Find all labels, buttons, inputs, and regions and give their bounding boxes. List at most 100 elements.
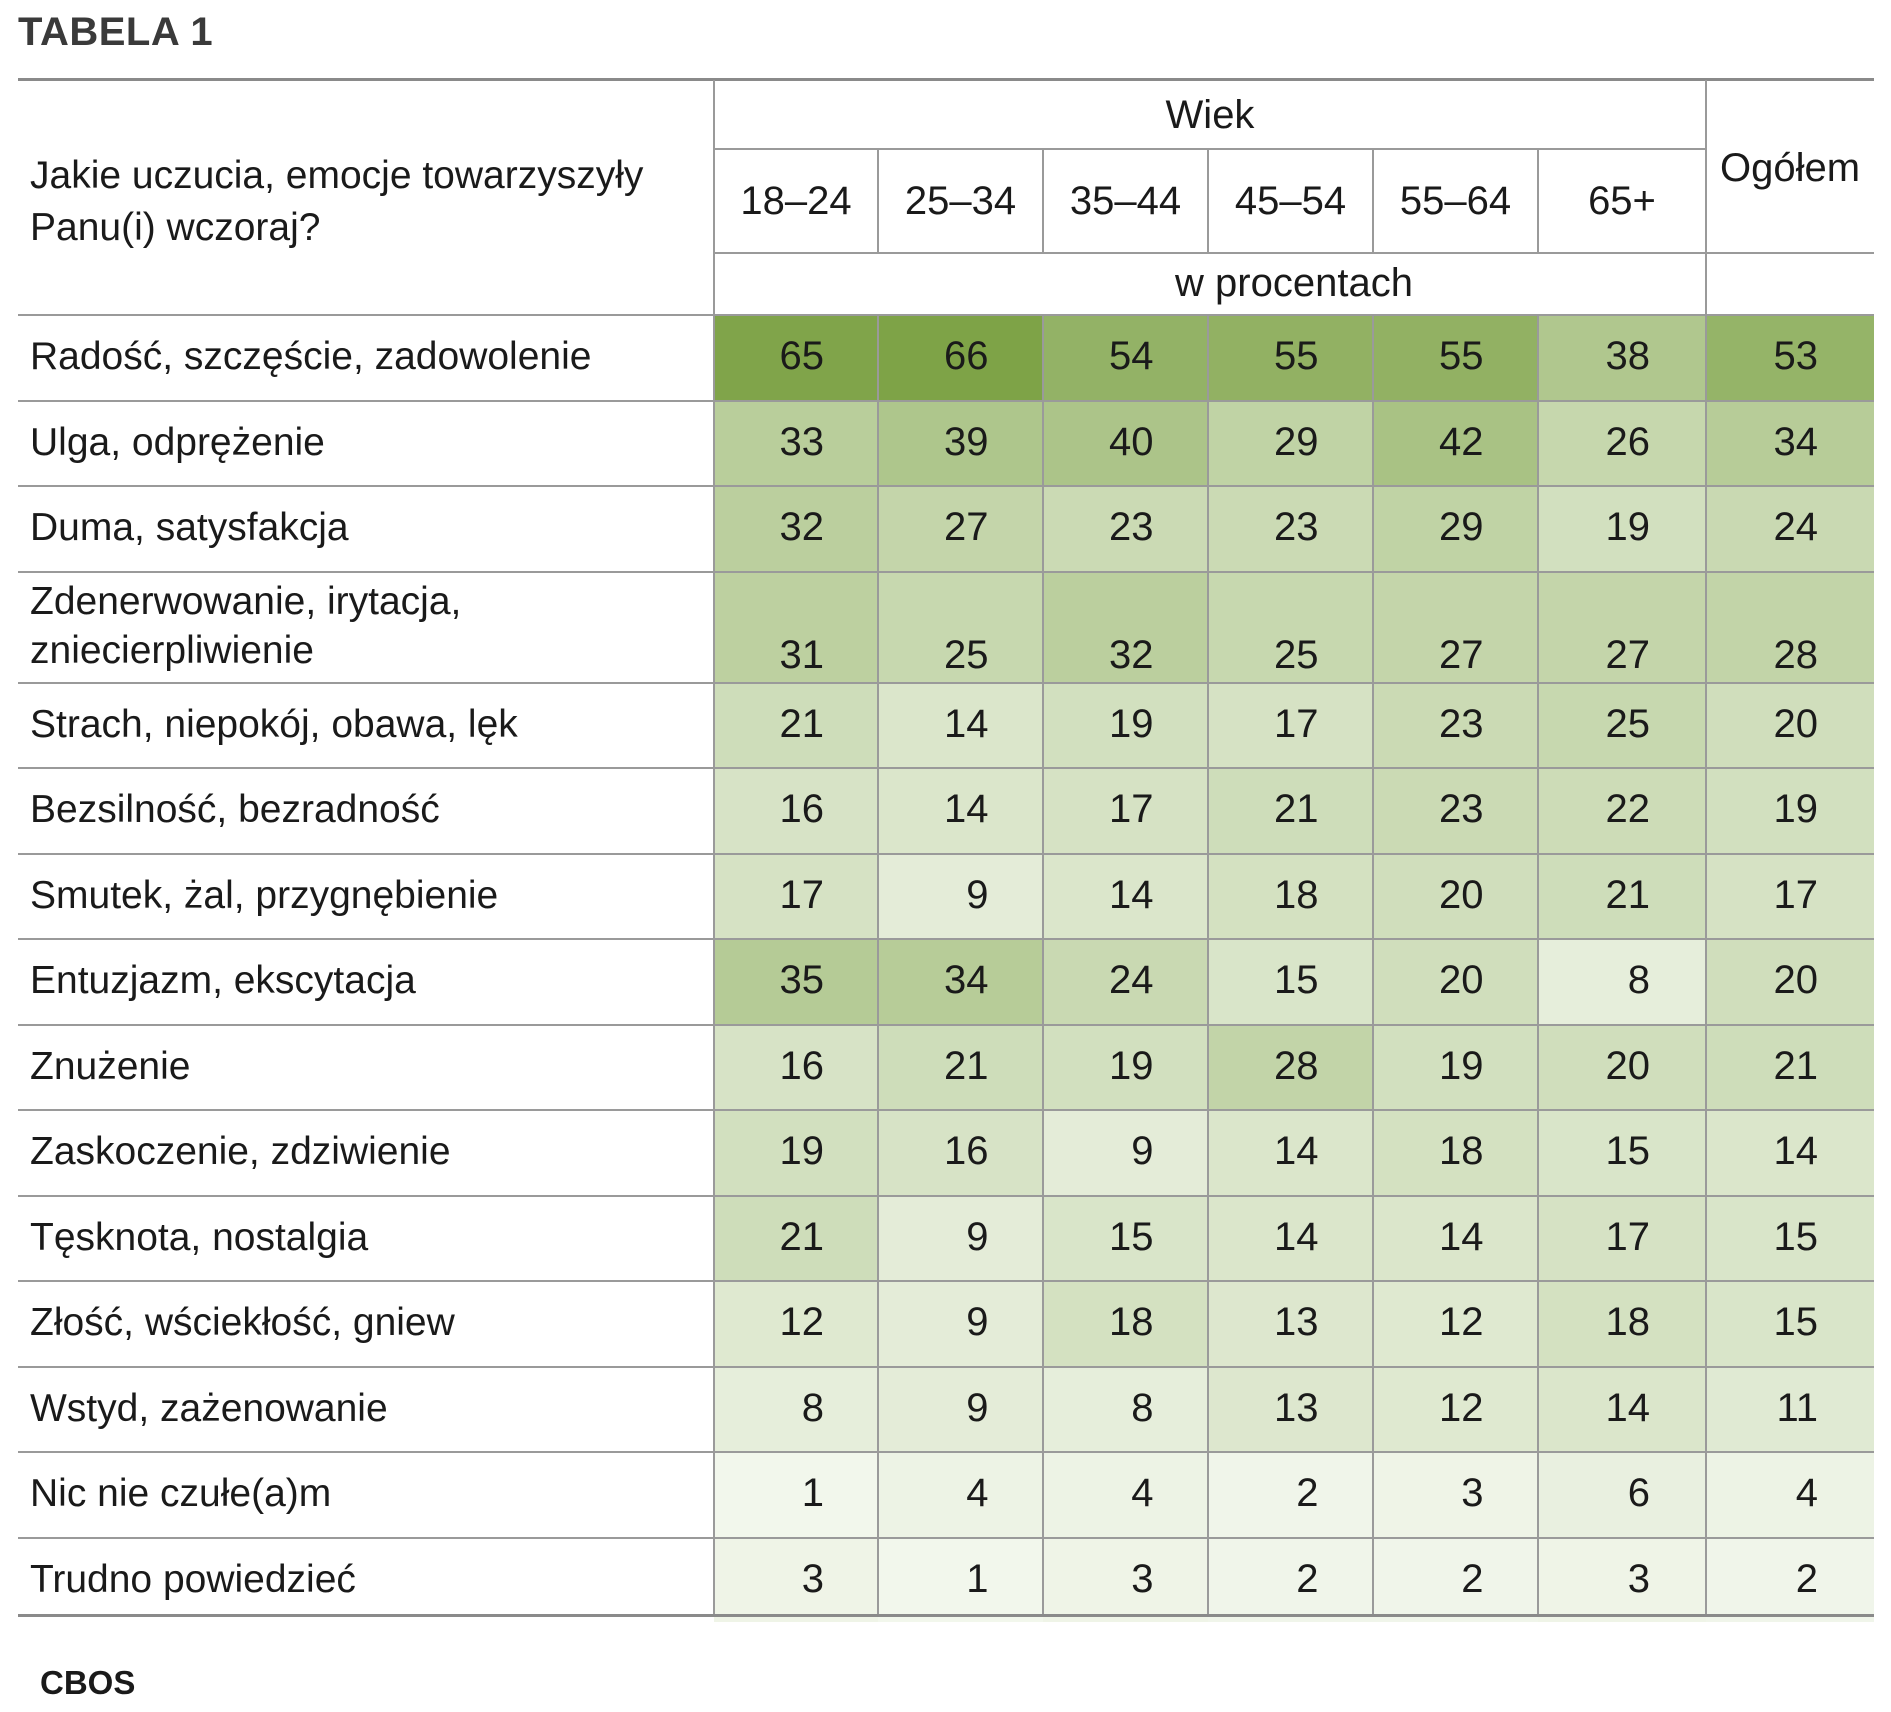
value-cell: 3 — [714, 1536, 878, 1622]
value-cell: 66 — [878, 314, 1043, 400]
value-cell: 14 — [1043, 852, 1208, 938]
age-group-header: Wiek — [1165, 92, 1255, 137]
age-group-label: 45–54 — [1234, 178, 1347, 223]
value-cell: 15 — [1208, 938, 1373, 1024]
value-cell: 4 — [878, 1451, 1043, 1537]
value-number: 29 — [1439, 505, 1484, 550]
value-number: 16 — [944, 1129, 989, 1174]
value-cell: 20 — [1373, 852, 1538, 938]
value-number: 9 — [966, 1385, 989, 1430]
row-label: Zdenerwowanie, irytacja, zniecierpliwien… — [30, 580, 462, 672]
value-cell: 27 — [878, 485, 1043, 571]
value-number: 13 — [1274, 1385, 1319, 1430]
value-cell: 21 — [878, 1023, 1043, 1109]
value-number: 20 — [1439, 958, 1484, 1003]
value-cell: 54 — [1043, 314, 1208, 400]
value-cell: 4 — [1706, 1451, 1874, 1537]
source-label: CBOS — [40, 1664, 136, 1701]
value-cell: 9 — [878, 1194, 1043, 1280]
value-cell: 2 — [1706, 1536, 1874, 1622]
value-cell: 22 — [1538, 767, 1706, 853]
value-cell: 17 — [1043, 767, 1208, 853]
grid-hline — [18, 767, 1874, 769]
age-group-label: 55–64 — [1399, 178, 1512, 223]
value-number: 39 — [944, 419, 989, 464]
value-cell: 16 — [878, 1109, 1043, 1195]
value-cell: 27 — [1373, 570, 1538, 682]
value-cell: 40 — [1043, 399, 1208, 485]
value-number: 31 — [779, 632, 825, 677]
value-number: 1 — [801, 1471, 824, 1516]
grid-vline — [1207, 314, 1209, 1615]
value-cell: 4 — [1043, 1451, 1208, 1537]
value-number: 2 — [1461, 1556, 1484, 1601]
value-number: 21 — [779, 1214, 825, 1259]
value-cell: 21 — [714, 681, 878, 767]
value-number: 14 — [1773, 1129, 1819, 1174]
top-rule — [18, 78, 1874, 81]
row-label: Tęsknota, nostalgia — [30, 1215, 369, 1259]
value-cell: 3 — [1043, 1536, 1208, 1622]
value-number: 40 — [1109, 419, 1154, 464]
value-number: 27 — [944, 505, 989, 550]
value-number: 17 — [1274, 701, 1319, 746]
value-number: 20 — [1439, 872, 1484, 917]
value-number: 23 — [1439, 787, 1484, 832]
value-cell: 3 — [1538, 1536, 1706, 1622]
value-cell: 24 — [1043, 938, 1208, 1024]
value-cell: 8 — [714, 1365, 878, 1451]
value-cell: 29 — [1373, 485, 1538, 571]
row-label: Entuzjazm, ekscytacja — [30, 959, 416, 1003]
value-cell: 19 — [1706, 767, 1874, 853]
value-cell: 19 — [1043, 1023, 1208, 1109]
value-cell: 32 — [1043, 570, 1208, 682]
value-cell: 34 — [1706, 399, 1874, 485]
grid-vline — [1537, 148, 1539, 252]
value-number: 25 — [944, 632, 989, 677]
value-number: 25 — [1274, 632, 1319, 677]
value-cell: 65 — [714, 314, 878, 400]
value-cell: 12 — [1373, 1280, 1538, 1366]
age-group-label: 65+ — [1588, 178, 1656, 223]
row-label: Radość, szczęście, zadowolenie — [30, 335, 592, 379]
value-number: 19 — [1605, 505, 1651, 550]
value-number: 3 — [1627, 1556, 1650, 1601]
value-cell: 1 — [714, 1451, 878, 1537]
value-number: 19 — [1439, 1043, 1484, 1088]
value-cell: 25 — [878, 570, 1043, 682]
value-cell: 27 — [1538, 570, 1706, 682]
grid-vline — [1537, 314, 1539, 1615]
value-number: 9 — [1131, 1129, 1154, 1174]
value-cell: 18 — [1538, 1280, 1706, 1366]
grid-vline — [713, 80, 715, 1615]
value-cell: 42 — [1373, 399, 1538, 485]
grid-hline — [18, 1451, 1874, 1453]
value-number: 15 — [1109, 1214, 1154, 1259]
value-cell: 39 — [878, 399, 1043, 485]
value-number: 18 — [1605, 1300, 1651, 1345]
value-number: 8 — [1627, 958, 1650, 1003]
value-cell: 17 — [1706, 852, 1874, 938]
value-number: 26 — [1605, 419, 1651, 464]
value-number: 2 — [1296, 1471, 1319, 1516]
value-cell: 8 — [1538, 938, 1706, 1024]
value-cell: 8 — [1043, 1365, 1208, 1451]
value-cell: 14 — [1706, 1109, 1874, 1195]
grid-vline — [1372, 148, 1374, 252]
value-cell: 11 — [1706, 1365, 1874, 1451]
value-number: 29 — [1274, 419, 1319, 464]
total-column-header: Ogółem — [1719, 145, 1861, 190]
value-number: 14 — [1605, 1385, 1651, 1430]
value-cell: 19 — [1043, 681, 1208, 767]
row-label: Złość, wściekłość, gniew — [30, 1301, 455, 1345]
value-number: 6 — [1627, 1471, 1650, 1516]
value-cell: 14 — [1538, 1365, 1706, 1451]
value-cell: 9 — [1043, 1109, 1208, 1195]
value-number: 19 — [779, 1129, 825, 1174]
value-number: 32 — [779, 505, 825, 550]
value-cell: 15 — [1538, 1109, 1706, 1195]
value-number: 14 — [1274, 1214, 1319, 1259]
value-cell: 17 — [1538, 1194, 1706, 1280]
value-cell: 17 — [1208, 681, 1373, 767]
value-number: 21 — [1274, 787, 1319, 832]
